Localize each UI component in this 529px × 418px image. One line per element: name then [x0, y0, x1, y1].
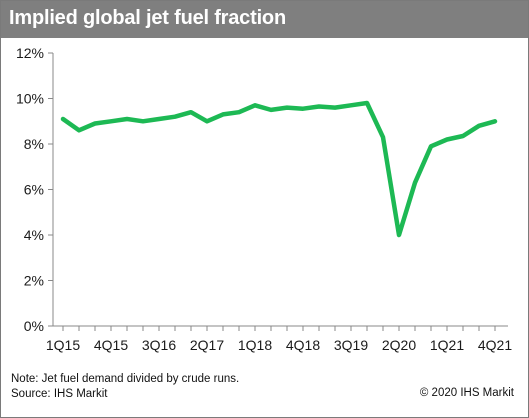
copyright-text: © 2020 IHS Markit: [419, 387, 514, 399]
x-tick-label: 4Q15: [94, 337, 128, 353]
x-tick-label: 1Q21: [430, 337, 464, 353]
x-tick-label: 4Q21: [478, 337, 512, 353]
x-tick-label: 2Q20: [382, 337, 416, 353]
y-axis: 0% 2% 4% 6% 8% 10% 12%: [16, 45, 54, 334]
y-tick-label: 8%: [24, 136, 44, 152]
series-layer: [60, 100, 498, 238]
title-bar: Implied global jet fuel fraction: [1, 1, 528, 38]
x-tick-label: 3Q16: [142, 337, 176, 353]
series-line: [60, 100, 498, 238]
chart-title: Implied global jet fuel fraction: [9, 7, 286, 29]
x-axis: 1Q15 4Q15 3Q16 2Q17 1Q18 4Q18 3Q19 2Q20 1Q21 4Q21: [46, 325, 512, 353]
footer-note: Note: Jet fuel demand divided by crude r…: [11, 372, 239, 402]
y-tick-label: 6%: [24, 182, 44, 198]
y-tick-label: 2%: [24, 273, 44, 289]
note-text: Note: Jet fuel demand divided by crude r…: [11, 373, 240, 385]
x-tick-label: 4Q18: [286, 337, 320, 353]
x-tick-label: 3Q19: [334, 337, 368, 353]
y-tick-label: 0%: [24, 318, 44, 334]
x-tick-label: 1Q15: [46, 337, 80, 353]
y-tick-label: 10%: [16, 91, 44, 107]
x-tick-label: 2Q17: [190, 337, 224, 353]
source-text: Source: IHS Markit: [11, 388, 108, 400]
y-tick-label: 4%: [24, 227, 44, 243]
y-tick-label: 12%: [16, 45, 44, 61]
x-tick-label: 1Q18: [238, 337, 272, 353]
